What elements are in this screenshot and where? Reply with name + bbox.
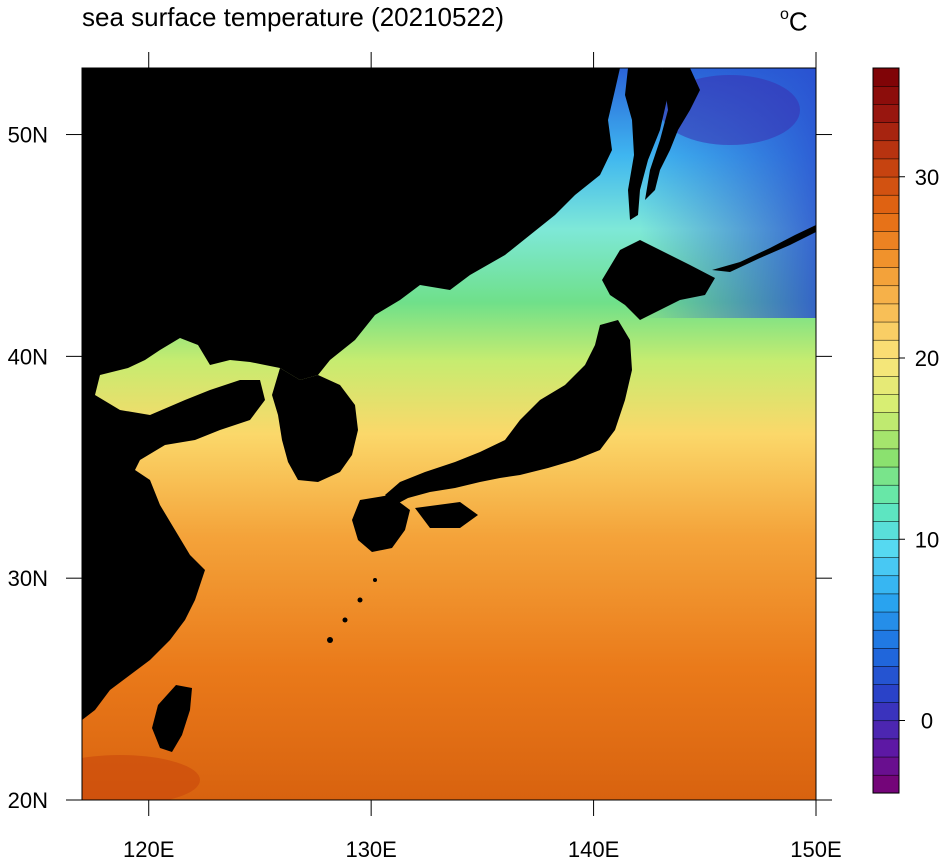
colorbar-segment	[872, 158, 900, 178]
lat-tick-label: 50N	[8, 123, 48, 148]
lon-tick-label: 140E	[568, 837, 619, 858]
colorbar-segment	[872, 285, 900, 305]
colorbar-segment	[872, 339, 900, 359]
colorbar-segment	[872, 375, 900, 395]
colorbar-frame	[872, 67, 900, 794]
taiwan	[152, 685, 192, 752]
lon-tick-label: 130E	[345, 837, 396, 858]
colorbar-label: 10	[915, 527, 939, 552]
colorbar-segment	[872, 774, 900, 794]
colorbar-segment	[872, 212, 900, 232]
honshu	[385, 320, 632, 505]
sakhalin-island	[625, 68, 668, 220]
hokkaido	[602, 240, 715, 320]
colorbar-segment	[872, 176, 900, 196]
colorbar-segment	[872, 702, 900, 722]
lat-tick-label: 40N	[8, 344, 48, 369]
colorbar-segment	[872, 647, 900, 667]
colorbar-segment	[872, 357, 900, 377]
colorbar-segment	[872, 520, 900, 540]
unit-label: oC	[780, 2, 808, 37]
colorbar-segment	[872, 140, 900, 160]
map-title: sea surface temperature (20210522)	[82, 2, 505, 32]
colorbar-segment	[872, 394, 900, 413]
colorbar-segment	[872, 611, 900, 631]
colorbar-segment	[872, 502, 900, 522]
colorbar-segment	[872, 122, 900, 142]
colorbar-segment	[872, 303, 900, 323]
colorbar-segment	[872, 194, 900, 214]
colorbar-segment	[872, 484, 900, 504]
colorbar-segment	[872, 756, 900, 776]
colorbar-segment	[872, 412, 900, 432]
colorbar-label: 20	[915, 346, 939, 371]
colorbar-segment	[872, 448, 900, 468]
colorbar-segment	[872, 539, 900, 558]
ryukyu-islet	[373, 578, 377, 582]
korean-peninsula	[272, 368, 358, 482]
colorbar-segment	[872, 720, 900, 740]
ryukyu-islet	[357, 597, 363, 603]
lon-tick-label: 150E	[790, 837, 841, 858]
colorbar-segment	[872, 430, 900, 450]
colorbar-segment	[872, 249, 900, 268]
asian-continent	[82, 68, 620, 720]
colorbar-segment	[872, 738, 900, 758]
ryukyu-islet	[327, 637, 333, 643]
colorbar-label: 0	[921, 709, 933, 734]
colorbar-segment	[872, 230, 900, 250]
colorbar-segment	[872, 629, 900, 649]
colorbar-segment	[872, 321, 900, 341]
lat-tick-label: 30N	[8, 566, 48, 591]
colorbar-segment	[872, 85, 900, 105]
colorbar-segment	[872, 104, 900, 123]
lat-tick-label: 20N	[8, 788, 48, 813]
colorbar-label: 30	[915, 165, 939, 190]
colorbar-segment	[872, 267, 900, 287]
colorbar-segment	[872, 684, 900, 703]
colorbar-segment	[872, 466, 900, 486]
kamchatka-kurils-area	[645, 68, 700, 200]
ryukyu-islet	[342, 617, 348, 623]
colorbar-segment	[872, 557, 900, 577]
kuril-islands	[712, 225, 816, 272]
colorbar-segment	[872, 665, 900, 685]
colorbar-segment	[872, 593, 900, 613]
colorbar-segment	[872, 67, 900, 87]
colorbar-segment	[872, 575, 900, 595]
plot-frame	[81, 67, 817, 801]
lon-tick-label: 120E	[123, 837, 174, 858]
warm-pool-south	[82, 755, 200, 800]
kyushu-shikoku	[352, 495, 478, 552]
unit-letter: C	[788, 6, 808, 37]
degree-symbol: o	[780, 6, 789, 23]
